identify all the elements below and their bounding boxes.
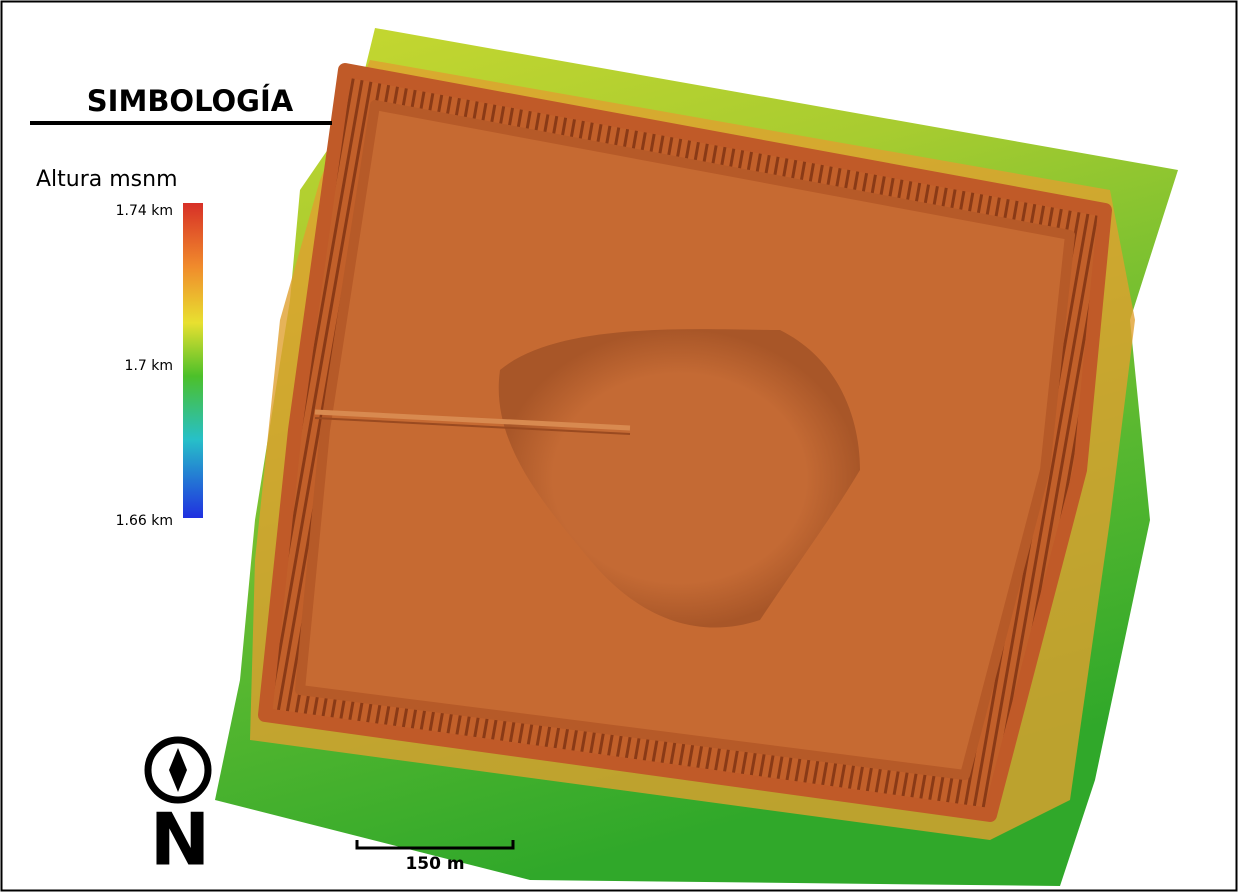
elevation-model (215, 28, 1178, 886)
north-arrow: N (148, 740, 210, 882)
colorbar-tick-label: 1.66 km (116, 513, 173, 529)
colorbar-tick-label: 1.74 km (116, 203, 173, 219)
scale-label: 150 m (405, 854, 464, 874)
colorbar-label: Altura msnm (36, 167, 178, 192)
colorbar (183, 203, 203, 518)
colorbar-tick-label: 1.7 km (125, 358, 173, 374)
north-label: N (150, 798, 210, 882)
legend-title: SIMBOLOGÍA (87, 84, 294, 118)
map-page: SIMBOLOGÍA Altura msnm 1.74 km 1.7 km 1.66… (0, 0, 1238, 892)
